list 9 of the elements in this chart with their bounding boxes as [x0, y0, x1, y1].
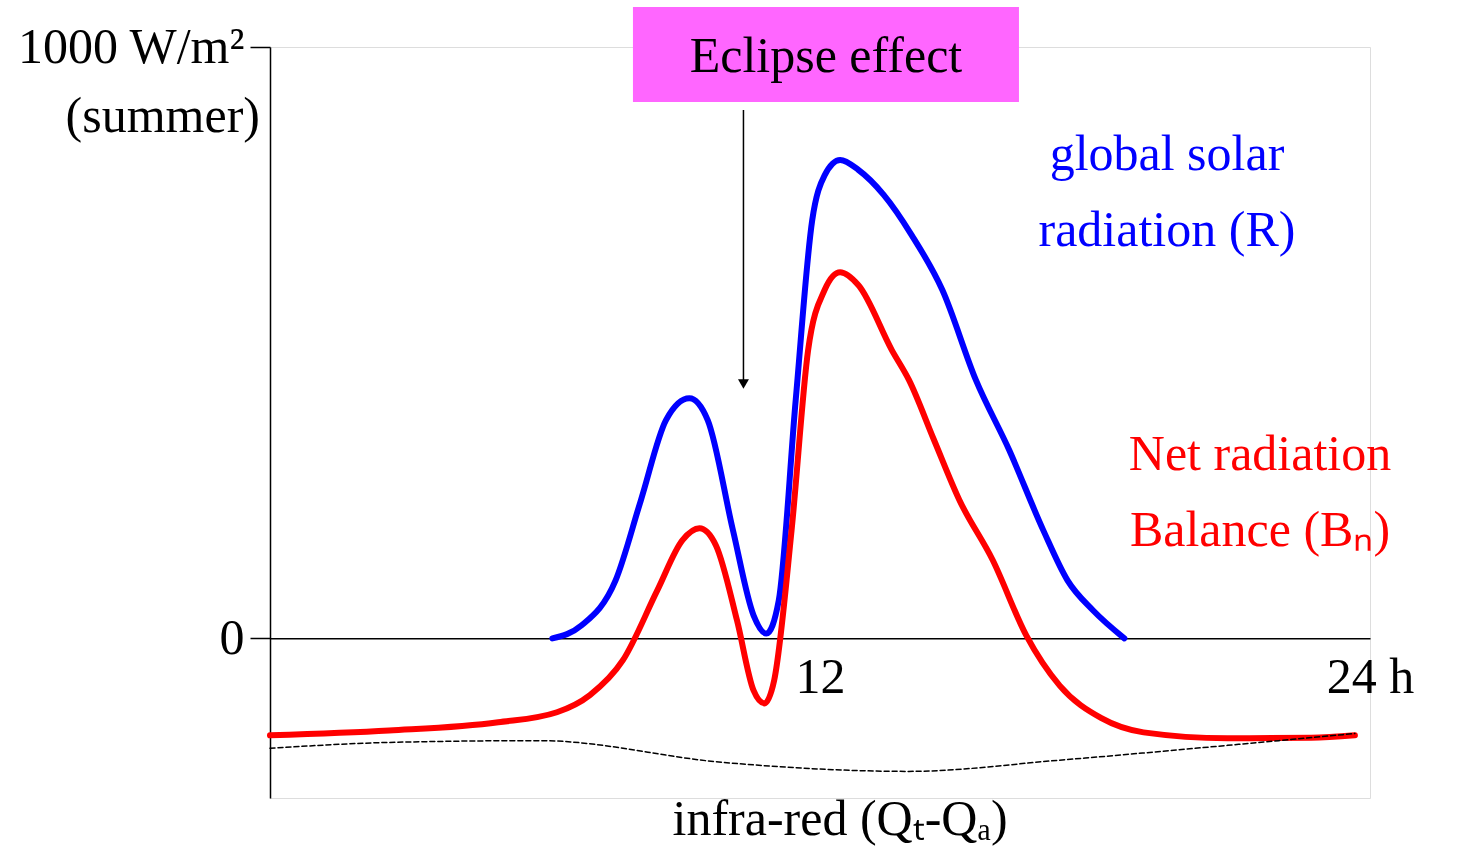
x-tick-label: 12 [795, 647, 846, 704]
text: Net radiation Balance (Bₙ) [1128, 425, 1392, 558]
y-tick-label: 0 [219, 608, 245, 665]
annotation: Eclipse effect [689, 26, 963, 83]
text: (summer) [65, 87, 260, 143]
series-label: infra-red (Qₜ-Qₐ) [672, 790, 1008, 847]
x-tick-label: 24 h [1326, 647, 1415, 704]
y-tick-label: 1000 W/m² [17, 17, 245, 74]
text: global solar radiation (R) [1038, 124, 1296, 257]
